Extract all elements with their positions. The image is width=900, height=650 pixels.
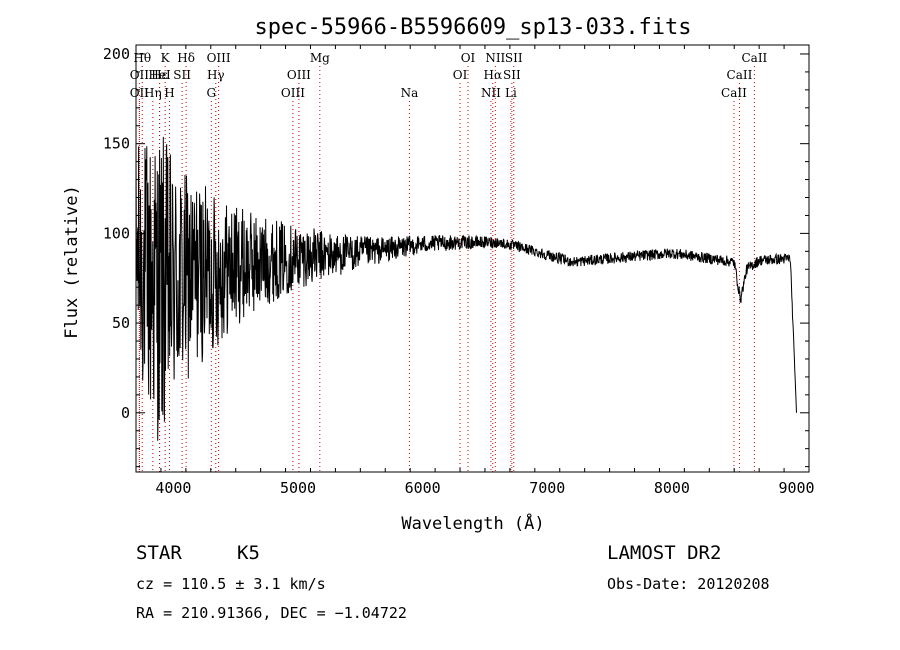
x-tick-label: 7000 xyxy=(529,479,565,497)
spectral-line-label: Hθ xyxy=(133,51,151,65)
spectral-line-label: Li xyxy=(505,86,517,100)
spectral-line-label: Hα xyxy=(484,68,503,82)
x-tick-label: 5000 xyxy=(280,479,316,497)
spectral-line-label: NII xyxy=(485,51,505,65)
spectral-line-label: CaII xyxy=(721,86,747,100)
spectral-line-label: SII xyxy=(173,68,191,82)
redshift-text: cz = 110.5 ± 3.1 km/s xyxy=(136,575,326,593)
spectral-line-label: Hγ xyxy=(207,68,225,82)
spectral-line-label: Mg xyxy=(310,51,330,65)
spectral-line-label: OII xyxy=(130,86,150,100)
spectral-line-label: OIII xyxy=(207,51,231,65)
spectral-line-label: CaII xyxy=(727,68,753,82)
x-tick-label: 4000 xyxy=(155,479,191,497)
spectral-line-label: Hη xyxy=(144,86,162,100)
spectral-line-label: SII xyxy=(505,51,523,65)
x-axis-label: Wavelength (Å) xyxy=(401,512,544,534)
spectral-line-label: K xyxy=(161,51,171,65)
spectral-line-label: HeI xyxy=(148,68,171,82)
spectral-line-label: OII xyxy=(130,68,150,82)
y-tick-label: 100 xyxy=(103,224,130,242)
y-axis-ticks: 0 50 100 150 200 xyxy=(103,45,809,468)
x-tick-label: 8000 xyxy=(654,479,690,497)
y-tick-label: 200 xyxy=(103,45,130,63)
y-tick-label: 150 xyxy=(103,135,130,153)
spectral-line-label: H xyxy=(164,86,174,100)
spectral-line-label: CaII xyxy=(741,51,767,65)
y-tick-label: 0 xyxy=(121,404,130,422)
spectral-line-label: Hδ xyxy=(177,51,195,65)
spectral-line-label: NII xyxy=(481,86,501,100)
spectral-line-label: Na xyxy=(401,86,419,100)
spectral-line-label: OI xyxy=(453,68,468,82)
subclass: K5 xyxy=(237,542,260,564)
plot-frame xyxy=(135,44,810,473)
chart-title: spec-55966-B5596609_sp13-033.fits xyxy=(254,15,691,40)
spectral-line-label: OIII xyxy=(287,68,311,82)
x-axis-ticks: 4000 5000 6000 7000 8000 9000 xyxy=(135,45,815,497)
spectral-line-label: OI xyxy=(461,51,476,65)
spectral-line-label: SII xyxy=(503,68,521,82)
x-tick-label: 9000 xyxy=(778,479,814,497)
spectrum-line xyxy=(135,136,797,441)
spectral-line-label: G xyxy=(206,86,216,100)
y-axis-label: Flux (relative) xyxy=(62,185,82,339)
spectral-line-label: Hε xyxy=(151,68,168,82)
object-type: STAR xyxy=(136,542,182,564)
x-tick-label: 6000 xyxy=(405,479,441,497)
y-tick-label: 50 xyxy=(112,314,130,332)
spectral-line-label: OIII xyxy=(281,86,305,100)
coordinates: RA = 210.91366, DEC = −1.04722 xyxy=(136,604,407,622)
survey-name: LAMOST DR2 xyxy=(607,542,721,564)
obs-date: Obs-Date: 20120208 xyxy=(607,575,770,593)
